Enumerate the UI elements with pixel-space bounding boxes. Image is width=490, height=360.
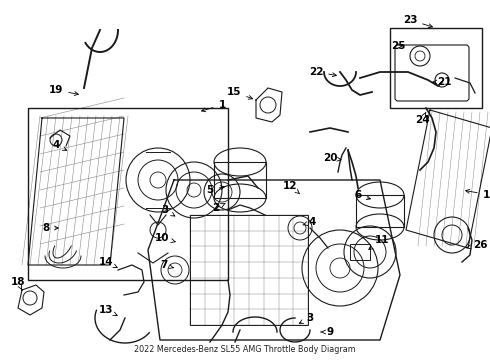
Text: 5: 5: [206, 185, 224, 195]
Text: 4: 4: [52, 140, 67, 150]
Text: 14: 14: [98, 257, 117, 267]
Bar: [350, 244, 370, 260]
Bar: [356, 195, 404, 227]
Text: 1: 1: [201, 100, 225, 112]
Bar: [190, 215, 308, 325]
Text: 17: 17: [466, 189, 490, 200]
Text: 3: 3: [161, 205, 175, 216]
Text: 23: 23: [403, 15, 433, 28]
Bar: [214, 162, 266, 198]
Text: 12: 12: [283, 181, 300, 194]
Bar: [390, 28, 482, 108]
Text: 26: 26: [467, 240, 487, 250]
Text: 6: 6: [354, 190, 370, 200]
Text: 2: 2: [212, 203, 225, 213]
Text: 2022 Mercedes-Benz SL55 AMG Throttle Body Diagram: 2022 Mercedes-Benz SL55 AMG Throttle Bod…: [134, 345, 356, 354]
Text: 24: 24: [415, 112, 429, 125]
Text: 18: 18: [11, 277, 25, 290]
Text: 15: 15: [227, 87, 252, 99]
Text: 19: 19: [49, 85, 78, 95]
Text: 3: 3: [299, 313, 314, 323]
Text: 4: 4: [303, 217, 316, 227]
Text: 22: 22: [309, 67, 336, 77]
Text: 10: 10: [155, 233, 175, 243]
Text: 25: 25: [391, 41, 405, 51]
Text: 9: 9: [321, 327, 334, 337]
Text: 20: 20: [323, 153, 341, 163]
Text: 13: 13: [99, 305, 117, 316]
Text: 7: 7: [160, 260, 173, 270]
Text: 21: 21: [433, 77, 451, 87]
Bar: [28, 108, 228, 280]
Text: 11: 11: [369, 235, 389, 249]
Text: 8: 8: [42, 223, 58, 233]
